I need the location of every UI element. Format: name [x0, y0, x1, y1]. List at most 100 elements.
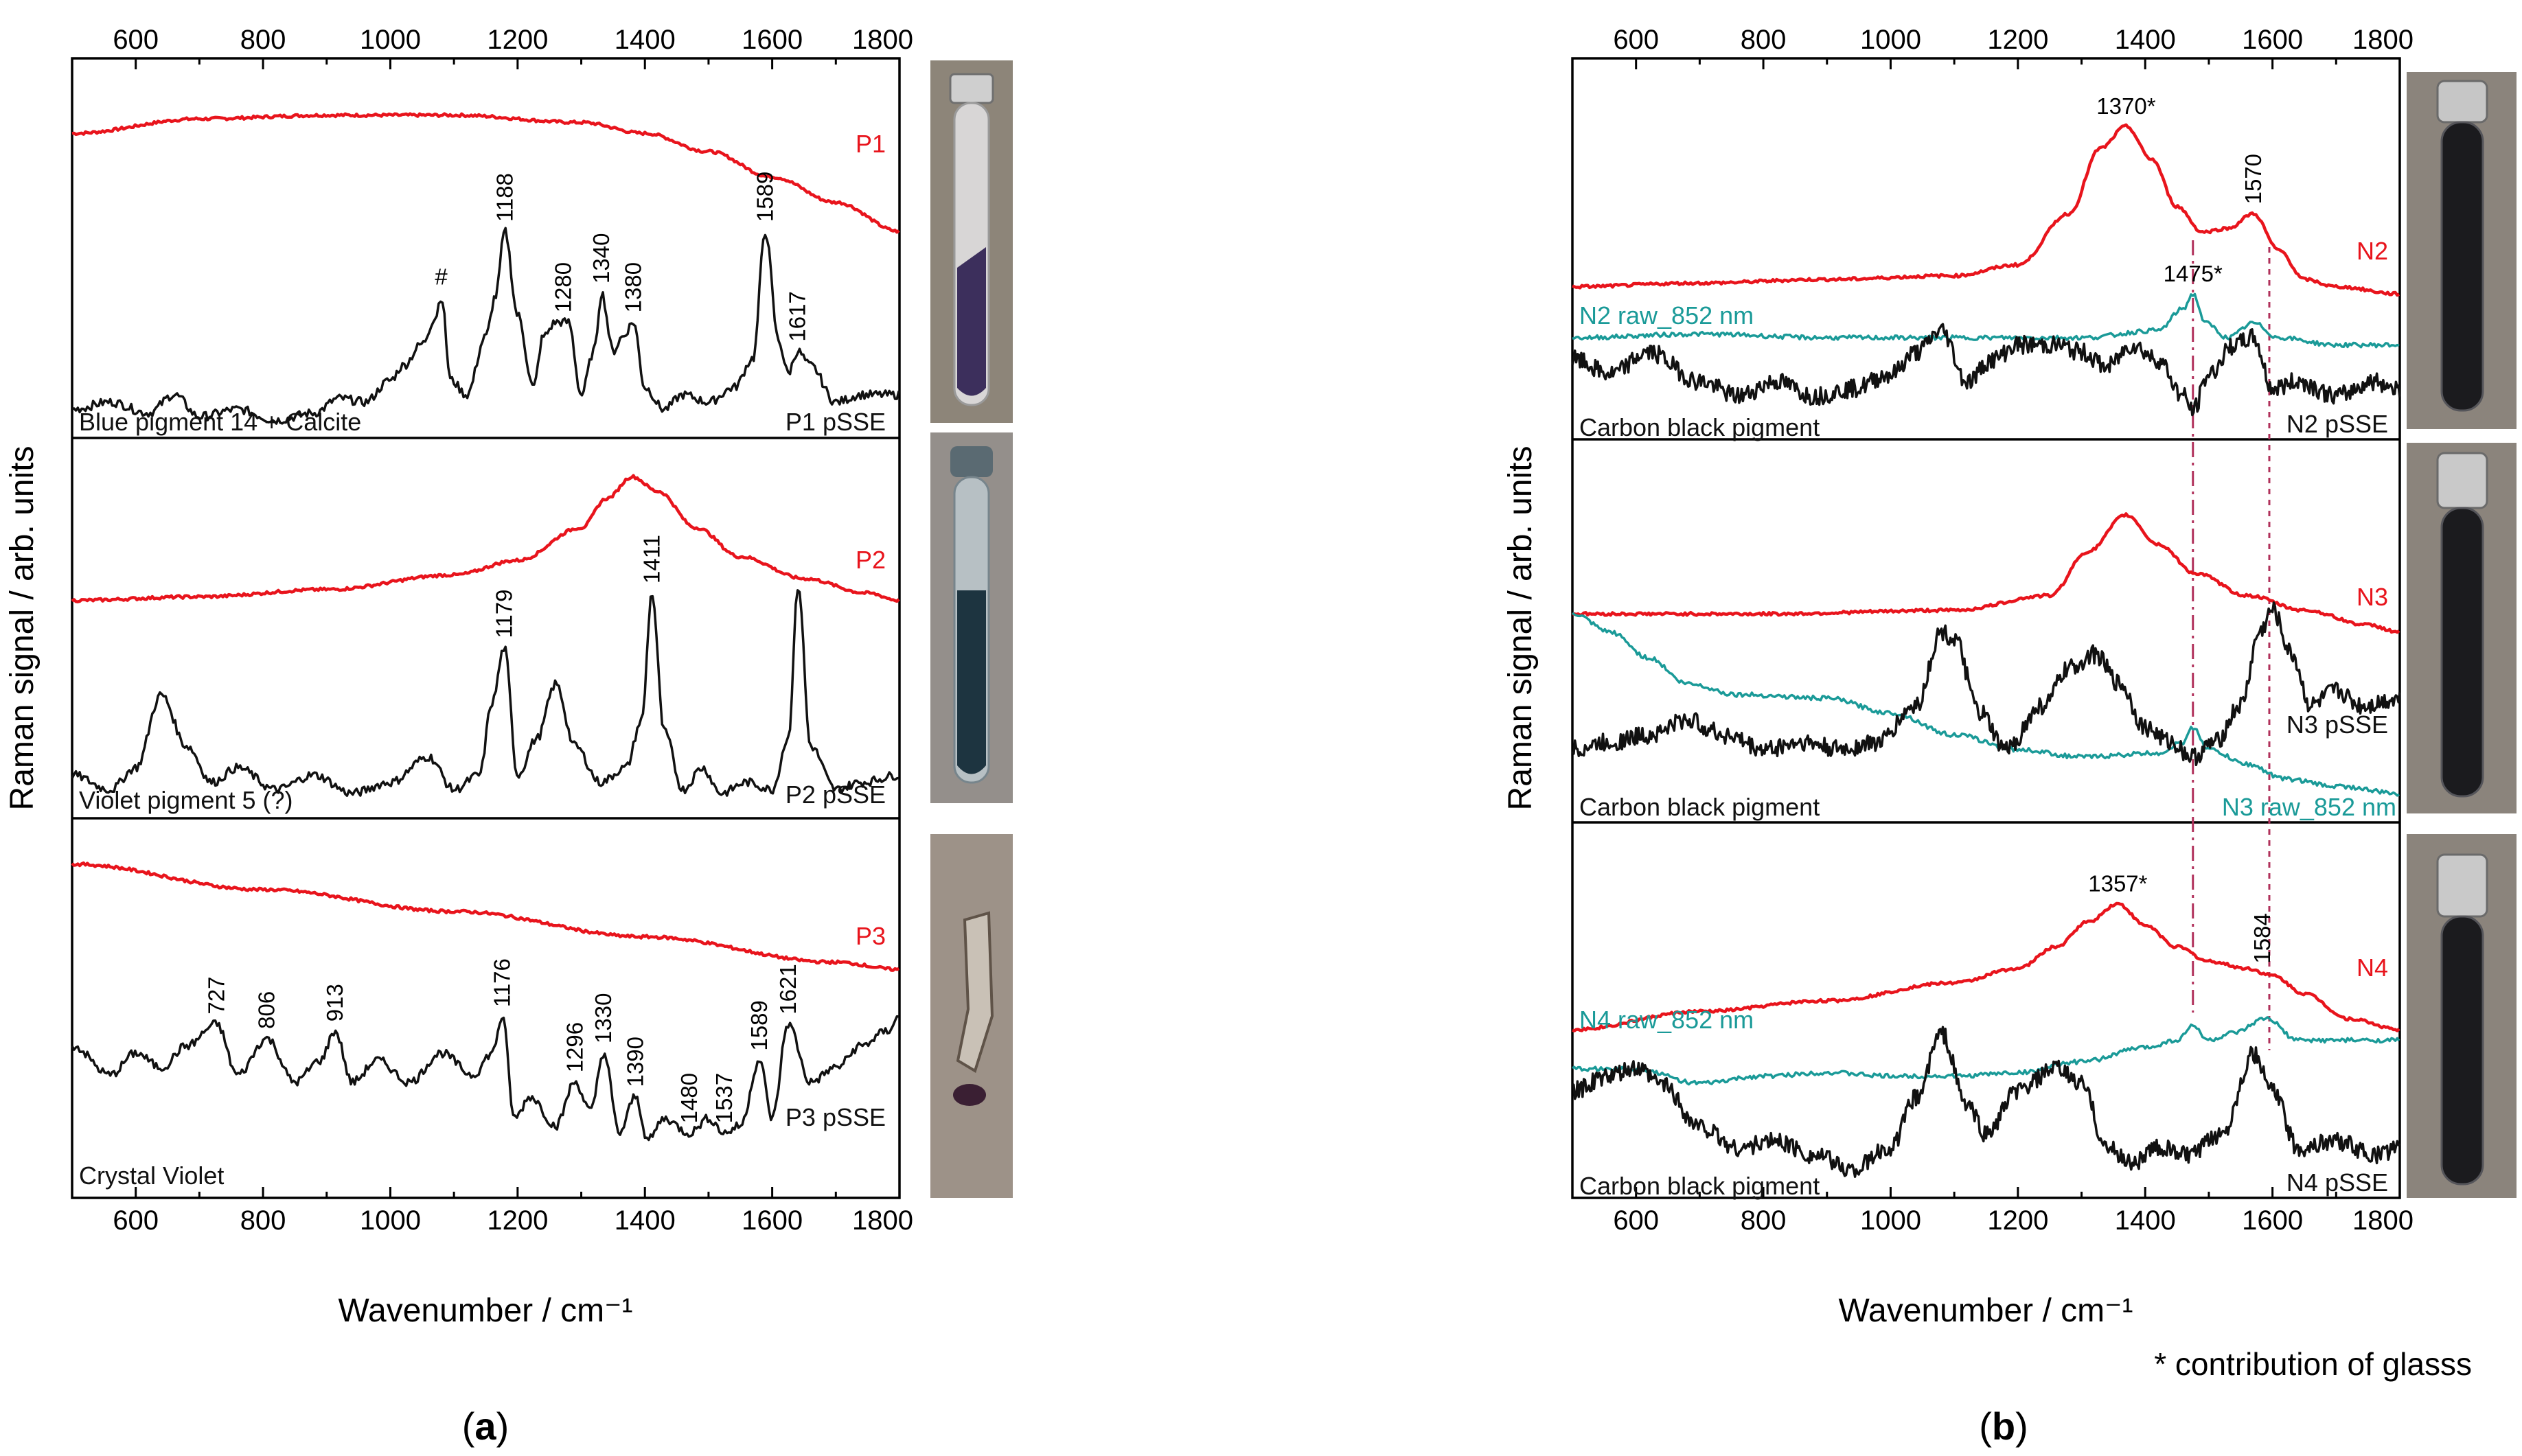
series-line-n2-raw-852-nm	[1572, 292, 2400, 349]
x-tick-label-top: 600	[1613, 25, 1659, 55]
photo-p3	[930, 834, 1013, 1198]
peak-label: 1280	[551, 262, 576, 312]
x-tick-label-top: 1600	[2242, 25, 2303, 55]
peak-label: 1188	[492, 173, 517, 222]
peak-label: 913	[322, 984, 347, 1021]
series-label-p3-psse: P3 pSSE	[786, 1103, 886, 1131]
ticks-b: 600 600 800 800 1000 1000 1200 1200 1400 1400 1600…	[1571, 25, 2414, 1236]
series-label-p2-psse: P2 pSSE	[786, 781, 886, 809]
x-tick-label-bottom: 800	[240, 1205, 286, 1236]
peaks-b: 1370* 1570 1475* 1357* 1584	[2088, 93, 2275, 964]
violet-pigment-fill-icon	[957, 590, 986, 774]
plot-frame-b	[1571, 57, 2401, 1199]
x-tick-label-top: 1200	[1987, 25, 2048, 55]
carbon-black-tube-icon	[2440, 915, 2484, 1186]
peaks-a: #1188 1280 1340 1380 1589 1617 1179 1411 727 806 9…	[203, 172, 810, 1124]
sample-name-n4: Carbon black pigment	[1579, 1172, 1820, 1200]
caption-b: (b)	[1979, 1405, 2028, 1448]
x-tick-label-top: 800	[1741, 25, 1787, 55]
panel-b: 600 600 800 800 1000 1000 1200 1200 1400 1400 1600…	[1502, 25, 2472, 1448]
series-line-n2-psse	[1571, 323, 2401, 417]
sample-name-n2: Carbon black pigment	[1579, 413, 1820, 441]
peak-label: 1179	[491, 590, 516, 638]
ticks-a: 600 600 800 800 1000 1000 1200 1200 1400 1400 1600…	[71, 25, 913, 1236]
carbon-black-tube-icon	[2440, 121, 2484, 412]
x-tick-label-bottom: 1200	[487, 1205, 548, 1236]
plot-b: 600 600 800 800 1000 1000 1200 1200 1400 1400 1600…	[1571, 25, 2414, 1236]
sample-name-p2: Violet pigment 5 (?)	[79, 786, 293, 814]
series-label-n2-raw: N2 raw_852 nm	[1579, 301, 1754, 330]
peak-label: 727	[203, 977, 229, 1015]
series-line-p3-psse	[71, 1015, 899, 1142]
x-axis-label-b: Wavenumber / cm⁻¹	[1839, 1293, 2133, 1329]
series-label-n4-psse: N4 pSSE	[2286, 1168, 2388, 1197]
sample-name-p3: Crystal Violet	[79, 1162, 224, 1190]
x-axis-label-a: Wavenumber / cm⁻¹	[339, 1293, 633, 1329]
photo-n3	[2407, 443, 2517, 813]
series-label-n4-raw: N4 raw_852 nm	[1579, 1006, 1754, 1034]
x-tick-label-top: 1000	[360, 25, 421, 55]
x-tick-label-bottom: 1800	[852, 1205, 913, 1236]
peak-label: 1537	[711, 1073, 737, 1123]
photo-p2	[930, 432, 1013, 803]
peak-label: 1340	[588, 233, 614, 284]
peak-label: #	[435, 264, 448, 289]
series-line-n4-psse	[1571, 1026, 2401, 1178]
peak-label: 1357*	[2088, 871, 2147, 897]
series-line-n3-psse	[1571, 601, 2401, 767]
peak-label: 1480	[676, 1073, 702, 1123]
x-tick-label-bottom: 600	[1613, 1205, 1659, 1236]
x-tick-label-bottom: 1400	[2115, 1205, 2176, 1236]
series-line-n2	[1572, 123, 2400, 297]
peak-label: 1570	[2240, 154, 2266, 204]
x-tick-label-bottom: 800	[1741, 1205, 1787, 1236]
peak-label: 1589	[746, 1000, 772, 1050]
x-tick-label-bottom: 1000	[360, 1205, 421, 1236]
series-label-n3: N3	[2357, 583, 2388, 611]
caption-letter-b: b	[1992, 1405, 2015, 1448]
markers-b	[2192, 240, 2271, 1050]
crushed-tube-icon	[956, 911, 994, 1074]
x-tick-label-bottom: 1200	[1987, 1205, 2048, 1236]
series-line-n3-raw-852-nm	[1571, 612, 2400, 797]
curves-b	[1571, 123, 2401, 1178]
series-label-p2: P2	[856, 546, 886, 574]
series-label-n3-psse: N3 pSSE	[2286, 710, 2388, 739]
peak-label: 1296	[562, 1022, 587, 1072]
x-tick-label-bottom: 600	[113, 1205, 159, 1236]
series-line-p1	[71, 112, 900, 234]
panel-a: 600 600 800 800 1000 1000 1200 1200 1400 1400 1600…	[4, 25, 913, 1448]
y-axis-label-a: Raman signal / arb. units	[4, 446, 41, 811]
sample-tube-cap-icon	[2436, 853, 2488, 918]
caption-a: (a)	[462, 1405, 509, 1448]
peak-label: 1589	[752, 172, 777, 222]
x-tick-label-bottom: 1800	[2352, 1205, 2414, 1236]
labels-a: P1 P1 pSSE Blue pigment 14 + Calcite P2 …	[79, 130, 886, 1190]
peak-label: 1584	[2249, 913, 2275, 963]
peak-label: 1411	[639, 535, 664, 583]
peak-label: 806	[254, 991, 279, 1029]
sample-name-p1: Blue pigment 14 + Calcite	[79, 408, 361, 436]
sample-name-n3: Carbon black pigment	[1579, 793, 1820, 821]
peak-label: 1617	[785, 291, 810, 341]
peak-label: 1380	[621, 262, 646, 312]
peak-label: 1370*	[2096, 93, 2155, 119]
peak-label: 1330	[591, 993, 616, 1043]
x-tick-label-bottom: 1000	[1860, 1205, 1921, 1236]
series-label-p1: P1	[856, 130, 886, 158]
x-tick-label-bottom: 1600	[2242, 1205, 2303, 1236]
x-tick-label-top: 1800	[2352, 25, 2414, 55]
photo-n4	[2407, 834, 2517, 1198]
series-line-p2-psse	[71, 589, 899, 797]
caption-letter-a: a	[474, 1405, 496, 1448]
plot-a: 600 600 800 800 1000 1000 1200 1200 1400 1400 1600…	[71, 25, 913, 1236]
sample-tube-cap-icon	[949, 73, 994, 104]
sample-tube-cap-icon	[2436, 80, 2488, 124]
series-label-n3-raw: N3 raw_852 nm	[2222, 793, 2396, 821]
peak-label: 1176	[490, 958, 515, 1007]
peak-label: 1475*	[2164, 261, 2223, 286]
y-axis-label-b: Raman signal / arb. units	[1502, 446, 1539, 811]
crystal-violet-residue-icon	[953, 1084, 986, 1106]
x-tick-label-top: 1400	[2115, 25, 2176, 55]
